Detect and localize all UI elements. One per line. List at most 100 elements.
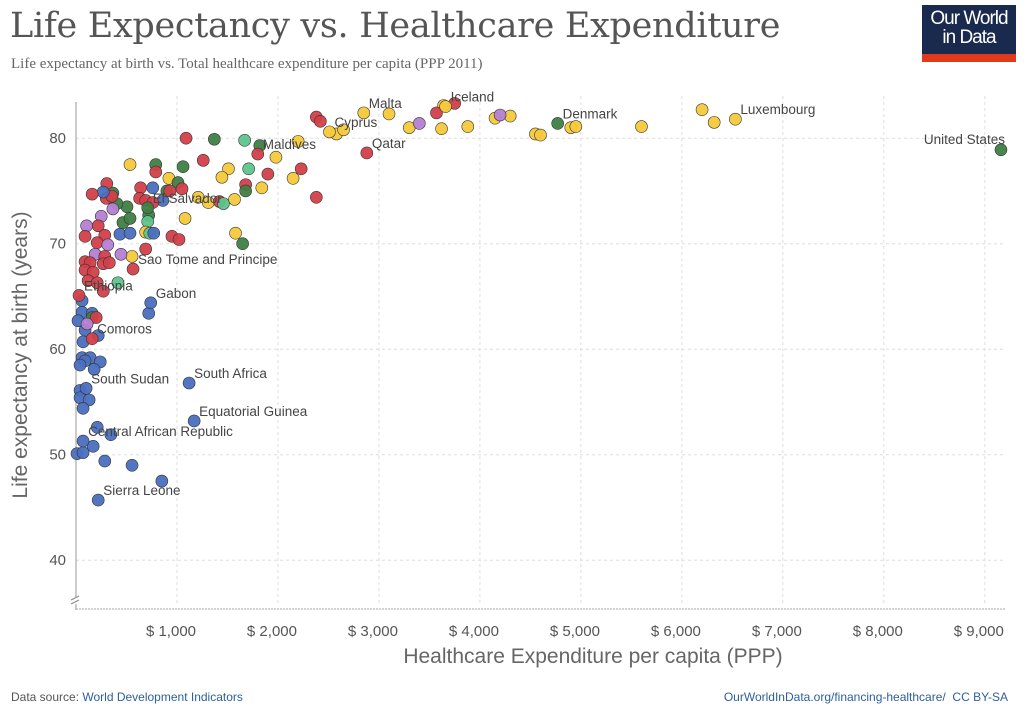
- data-point[interactable]: [222, 162, 235, 176]
- data-point-labeled[interactable]: [251, 147, 265, 161]
- x-tick-label: $ 1,000: [146, 623, 196, 640]
- data-point[interactable]: [114, 247, 128, 261]
- data-point[interactable]: [123, 212, 137, 225]
- data-point[interactable]: [139, 242, 152, 256]
- data-point[interactable]: [172, 233, 186, 246]
- data-point[interactable]: [236, 237, 249, 251]
- data-point[interactable]: [147, 226, 161, 240]
- data-point[interactable]: [123, 158, 137, 171]
- data-point[interactable]: [493, 108, 507, 122]
- data-point-labeled[interactable]: [323, 125, 336, 139]
- data-point[interactable]: [76, 402, 90, 415]
- data-point[interactable]: [80, 219, 93, 233]
- page-url-link[interactable]: OurWorldInData.org/financing-healthcare/: [723, 690, 946, 704]
- data-point[interactable]: [413, 117, 426, 130]
- data-point[interactable]: [89, 311, 103, 324]
- data-point[interactable]: [695, 103, 709, 117]
- chart-title: Life Expectancy vs. Healthcare Expenditu…: [10, 6, 781, 46]
- data-point[interactable]: [141, 215, 154, 228]
- data-point-labeled[interactable]: [994, 143, 1008, 157]
- data-point[interactable]: [314, 115, 327, 128]
- data-point[interactable]: [191, 190, 205, 204]
- data-point-labeled[interactable]: [141, 201, 154, 215]
- data-point[interactable]: [90, 421, 104, 434]
- data-point[interactable]: [294, 162, 308, 176]
- data-point-labeled[interactable]: [360, 146, 374, 160]
- point-label: Sao Tome and Principe: [138, 252, 277, 267]
- point-labels: United States Luxembourg Denmark Iceland Mal…: [84, 90, 1005, 499]
- data-point-labeled[interactable]: [126, 262, 140, 276]
- data-point[interactable]: [123, 226, 137, 240]
- data-point[interactable]: [176, 160, 190, 173]
- data-point[interactable]: [155, 474, 169, 488]
- data-point[interactable]: [196, 154, 210, 167]
- data-point[interactable]: [76, 446, 90, 459]
- data-point[interactable]: [461, 120, 475, 133]
- data-point-labeled[interactable]: [85, 332, 99, 345]
- data-point-labeled[interactable]: [79, 381, 93, 395]
- data-point[interactable]: [86, 439, 100, 453]
- data-point[interactable]: [435, 122, 448, 136]
- data-point[interactable]: [291, 135, 305, 148]
- data-point[interactable]: [101, 238, 115, 252]
- data-point[interactable]: [90, 236, 104, 249]
- data-point[interactable]: [178, 212, 192, 225]
- data-point-labeled[interactable]: [439, 100, 452, 113]
- data-point[interactable]: [430, 106, 443, 120]
- data-point-labeled[interactable]: [72, 289, 86, 302]
- data-point[interactable]: [104, 428, 118, 441]
- data-point[interactable]: [96, 284, 110, 298]
- data-point[interactable]: [98, 454, 112, 468]
- data-point-labeled[interactable]: [551, 117, 564, 130]
- data-point[interactable]: [238, 134, 251, 147]
- license-link[interactable]: CC BY-SA: [952, 690, 1008, 704]
- point-label: Iceland: [451, 90, 495, 105]
- data-point[interactable]: [215, 170, 229, 184]
- data-point[interactable]: [286, 171, 300, 185]
- data-point[interactable]: [103, 256, 116, 270]
- data-point[interactable]: [80, 317, 94, 331]
- data-point-labeled[interactable]: [144, 296, 158, 310]
- data-point-labeled[interactable]: [357, 106, 371, 120]
- data-point[interactable]: [134, 181, 147, 195]
- data-point[interactable]: [96, 185, 110, 199]
- data-point[interactable]: [261, 167, 275, 181]
- data-point[interactable]: [78, 230, 92, 243]
- data-point[interactable]: [106, 202, 120, 216]
- data-point-labeled[interactable]: [76, 434, 90, 448]
- data-point[interactable]: [91, 219, 105, 233]
- data-point-labeled[interactable]: [182, 376, 196, 390]
- data-point[interactable]: [163, 184, 177, 198]
- data-point[interactable]: [534, 128, 547, 142]
- data-point[interactable]: [142, 307, 156, 320]
- data-point[interactable]: [310, 190, 323, 204]
- data-point[interactable]: [175, 182, 189, 196]
- data-point[interactable]: [87, 362, 101, 376]
- data-point[interactable]: [179, 131, 193, 145]
- source-link[interactable]: World Development Indicators: [82, 690, 243, 704]
- data-point[interactable]: [569, 120, 583, 133]
- data-point-labeled[interactable]: [91, 493, 105, 507]
- data-point[interactable]: [337, 123, 350, 137]
- data-point[interactable]: [208, 132, 221, 146]
- data-point[interactable]: [111, 276, 125, 290]
- data-point[interactable]: [707, 116, 721, 129]
- data-point[interactable]: [228, 193, 241, 206]
- data-point[interactable]: [635, 120, 648, 133]
- data-point-labeled[interactable]: [729, 112, 742, 126]
- data-point[interactable]: [239, 184, 252, 198]
- data-point[interactable]: [382, 107, 396, 121]
- data-point-labeled[interactable]: [187, 414, 201, 428]
- data-point[interactable]: [73, 358, 87, 372]
- data-point[interactable]: [125, 250, 139, 263]
- owid-logo[interactable]: Our World in Data: [922, 5, 1016, 62]
- data-point[interactable]: [125, 458, 139, 472]
- data-point[interactable]: [149, 165, 163, 179]
- data-point[interactable]: [229, 226, 242, 240]
- data-point[interactable]: [242, 162, 255, 176]
- data-point[interactable]: [85, 187, 99, 201]
- data-point[interactable]: [269, 150, 283, 164]
- y-tick-label: 80: [49, 130, 66, 147]
- data-point[interactable]: [217, 197, 230, 210]
- data-point[interactable]: [255, 181, 269, 195]
